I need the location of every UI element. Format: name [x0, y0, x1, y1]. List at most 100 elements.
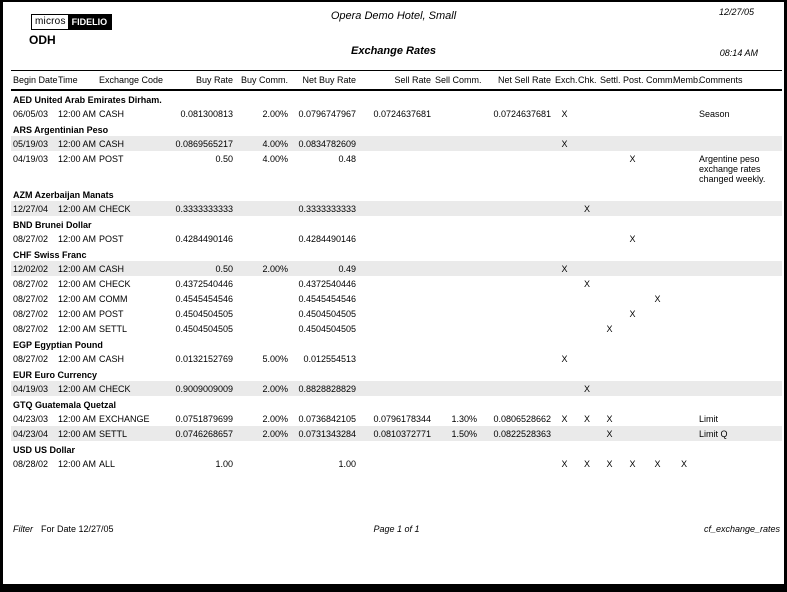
cell-net-buy-rate: 0.0834782609 — [290, 136, 358, 151]
cell-flag-comm — [644, 151, 671, 186]
table-row: 08/27/02 12:00 AM CHECK 0.4372540446 0.43725… — [11, 276, 782, 291]
cell-buy-rate: 0.081300813 — [180, 109, 233, 119]
cell-buy-comm: 2.00% — [235, 261, 290, 276]
cell-begin-date: 08/27/02 — [13, 309, 49, 319]
cell-buy-rate: 0.4284490146 — [175, 234, 233, 244]
for-date-label: For Date 12/27/05 — [41, 524, 114, 534]
cell-buy-comm — [235, 201, 290, 216]
cell-flag-exch — [553, 426, 576, 441]
cell-flag-settl — [598, 381, 621, 396]
cell-comments — [697, 291, 782, 306]
report-time: 08:14 AM — [719, 48, 758, 58]
cell-sell-rate — [358, 456, 433, 471]
cell-flag-settl — [598, 351, 621, 366]
cell-flag-comm — [644, 426, 671, 441]
cell-flag-comm: X — [654, 294, 661, 304]
column-header-flag-comm: Comm. — [644, 70, 675, 91]
cell-flag-exch — [553, 381, 576, 396]
cell-time: 12:00 AM — [58, 309, 97, 319]
cell-flag-settl — [598, 276, 621, 291]
cell-flag-settl — [598, 261, 621, 276]
cell-buy-comm — [235, 276, 290, 291]
column-header-exchange-code: Exchange Code — [97, 70, 167, 91]
cell-time: 12:00 AM — [58, 459, 97, 469]
cell-flag-settl — [598, 231, 621, 246]
cell-flag-exch: X — [561, 414, 568, 424]
cell-flag-post: X — [629, 309, 636, 319]
cell-buy-comm — [235, 231, 290, 246]
cell-flag-chk: X — [583, 459, 590, 469]
cell-flag-comm — [644, 201, 671, 216]
cell-flag-exch: X — [561, 459, 568, 469]
cell-net-sell-rate: 0.0822528363 — [479, 426, 553, 441]
cell-sell-comm — [433, 291, 479, 306]
cell-time: 12:00 AM — [56, 136, 97, 151]
cell-net-sell-rate — [479, 456, 553, 471]
cell-flag-chk — [576, 151, 598, 186]
cell-sell-rate: 0.0796178344 — [373, 414, 431, 424]
cell-time: 12:00 AM — [58, 279, 97, 289]
cell-flag-exch — [553, 231, 576, 246]
report-date: 12/27/05 — [718, 7, 754, 17]
cell-time: 12:00 AM — [56, 381, 97, 396]
table-row: 08/27/02 12:00 AM COMM 0.4545454546 0.454545… — [11, 291, 782, 306]
cell-sell-rate — [358, 381, 433, 396]
cell-sell-comm — [433, 456, 479, 471]
cell-net-buy-rate: 0.4504504505 — [298, 309, 356, 319]
cell-begin-date: 08/27/02 — [13, 294, 49, 304]
cell-exchange-code: POST — [99, 234, 124, 244]
table-header-row: Begin Date Time Exchange Code Buy Rate Buy C… — [11, 70, 782, 91]
currency-group-row: AED United Arab Emirates Dirham. — [11, 90, 782, 106]
report-footer: Filter For Date 12/27/05 Page 1 of 1 cf_… — [11, 524, 782, 538]
micros-fidelio-logo: micros FIDELIO — [31, 14, 113, 30]
column-header-sell-rate: Sell Rate — [358, 70, 433, 91]
cell-buy-comm: 4.00% — [262, 154, 288, 164]
cell-net-sell-rate — [479, 136, 553, 151]
cell-flag-post — [621, 291, 644, 306]
cell-flag-chk — [576, 231, 598, 246]
cell-sell-rate — [358, 151, 433, 186]
cell-sell-rate: 0.0810372771 — [358, 426, 433, 441]
cell-flag-exch — [553, 306, 576, 321]
cell-comments — [697, 231, 782, 246]
column-header-time: Time — [56, 70, 97, 91]
table-row: 05/19/03 12:00 AM CASH 0.0869565217 4.00% 0.0… — [11, 136, 782, 151]
cell-net-buy-rate: 0.4545454546 — [298, 294, 356, 304]
cell-exchange-code: COMM — [99, 294, 128, 304]
cell-sell-rate — [358, 261, 433, 276]
cell-comments: Argentine peso exchange rates changed we… — [699, 154, 766, 184]
currency-group-header: GTQ Guatemala Quetzal — [13, 400, 117, 410]
cell-time: 12:00 AM — [58, 324, 97, 334]
cell-begin-date: 12/27/04 — [11, 201, 56, 216]
cell-comments — [697, 306, 782, 321]
cell-exchange-code: EXCHANGE — [99, 414, 150, 424]
cell-flag-comm — [644, 351, 671, 366]
table-row: 08/27/02 12:00 AM CASH 0.0132152769 5.00% 0.0… — [11, 351, 782, 366]
cell-buy-rate: 0.4545454546 — [175, 294, 233, 304]
cell-buy-comm — [235, 291, 290, 306]
currency-group-row: AZM Azerbaijan Manats — [11, 186, 782, 201]
cell-sell-comm — [433, 201, 479, 216]
cell-buy-rate: 0.0869565217 — [167, 136, 235, 151]
cell-flag-chk — [576, 321, 598, 336]
cell-flag-memb — [671, 291, 697, 306]
column-header-flag-memb: Memb. — [671, 70, 701, 91]
cell-buy-rate: 1.00 — [215, 459, 233, 469]
cell-sell-rate — [358, 291, 433, 306]
filter-label: Filter — [13, 524, 33, 534]
cell-time: 12:00 AM — [58, 414, 97, 424]
cell-buy-rate: 0.0746268657 — [167, 426, 235, 441]
report-id: cf_exchange_rates — [703, 524, 780, 534]
cell-buy-comm: 5.00% — [262, 354, 288, 364]
cell-flag-post — [621, 411, 644, 426]
table-row: 04/19/03 12:00 AM POST 0.50 4.00% 0.48 X Argent… — [11, 151, 782, 186]
cell-flag-post — [621, 351, 644, 366]
cell-net-sell-rate — [479, 381, 553, 396]
cell-buy-rate: 0.50 — [215, 154, 233, 164]
cell-sell-comm — [433, 306, 479, 321]
cell-net-sell-rate — [479, 321, 553, 336]
cell-net-buy-rate: 0.48 — [338, 154, 356, 164]
currency-group-header: BND Brunei Dollar — [13, 220, 92, 230]
cell-flag-post — [621, 381, 644, 396]
table-row: 04/19/03 12:00 AM CHECK 0.9009009009 2.00% 0.… — [11, 381, 782, 396]
